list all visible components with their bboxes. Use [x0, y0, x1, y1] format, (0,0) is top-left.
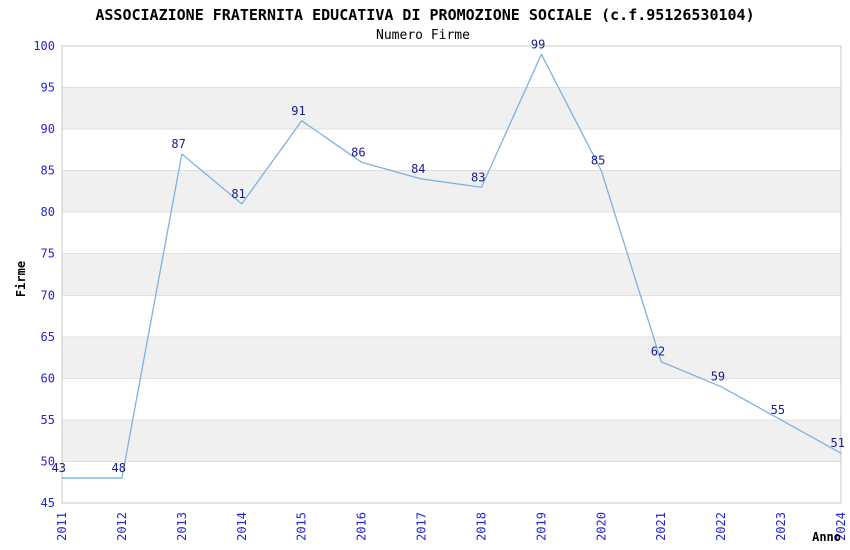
- x-tick-label: 2023: [774, 512, 788, 541]
- data-point-label: 59: [711, 370, 725, 384]
- data-point-label: 86: [351, 145, 365, 159]
- y-tick-label: 55: [41, 413, 55, 427]
- band: [62, 87, 841, 130]
- y-tick-label: 65: [41, 330, 55, 344]
- data-point-label: 83: [471, 170, 485, 184]
- data-point-label: 81: [231, 187, 245, 201]
- y-tick-label: 90: [41, 122, 55, 136]
- data-line: [61, 53, 842, 479]
- x-tick-label: 2015: [295, 512, 309, 541]
- y-tick-label: 50: [41, 454, 55, 468]
- data-point-label: 43: [52, 461, 66, 475]
- x-axis-title: Anno: [812, 530, 841, 544]
- data-point-label: 84: [411, 162, 425, 176]
- x-tick-label: 2019: [534, 512, 548, 541]
- y-tick-label: 85: [41, 164, 55, 178]
- band: [62, 253, 841, 296]
- y-tick-label: 75: [41, 247, 55, 261]
- y-tick-label: 70: [41, 288, 55, 302]
- x-tick-label: 2018: [474, 512, 488, 541]
- x-tick-label: 2012: [115, 512, 129, 541]
- plot-area: 45 50 55 60 65 70 75 80 85 90 95 100 2011 2012 2013 201…: [33, 37, 848, 541]
- band: [62, 336, 841, 379]
- data-point-label: 85: [591, 154, 605, 168]
- y-axis-title: Firme: [14, 261, 28, 297]
- x-tick-label: 2024: [834, 512, 848, 541]
- x-tick-label: 2020: [594, 512, 608, 541]
- x-tick-label: 2013: [175, 512, 189, 541]
- x-tick-label: 2021: [654, 512, 668, 541]
- chart-title: ASSOCIAZIONE FRATERNITA EDUCATIVA DI PRO…: [95, 6, 754, 24]
- band: [62, 419, 841, 462]
- data-point-label: 48: [111, 461, 125, 475]
- y-tick-label: 60: [41, 371, 55, 385]
- plot-border: [61, 45, 842, 504]
- x-tick-label: 2016: [355, 512, 369, 541]
- data-point-label: 51: [831, 436, 845, 450]
- y-tick-label: 100: [33, 39, 55, 53]
- y-tick-label: 45: [41, 496, 55, 510]
- data-point-label: 62: [651, 345, 665, 359]
- y-tick-label: 80: [41, 205, 55, 219]
- x-tick-label: 2011: [55, 512, 69, 541]
- chart-subtitle: Numero Firme: [376, 28, 470, 43]
- y-tick-label: 95: [41, 81, 55, 95]
- band: [62, 170, 841, 213]
- data-point-label: 55: [771, 403, 785, 417]
- x-tick-label: 2014: [235, 512, 249, 541]
- data-point-label: 87: [171, 137, 185, 151]
- x-tick-label: 2017: [415, 512, 429, 541]
- data-point-label: 91: [291, 104, 305, 118]
- x-tick-label: 2022: [714, 512, 728, 541]
- data-point-label: 99: [531, 37, 545, 51]
